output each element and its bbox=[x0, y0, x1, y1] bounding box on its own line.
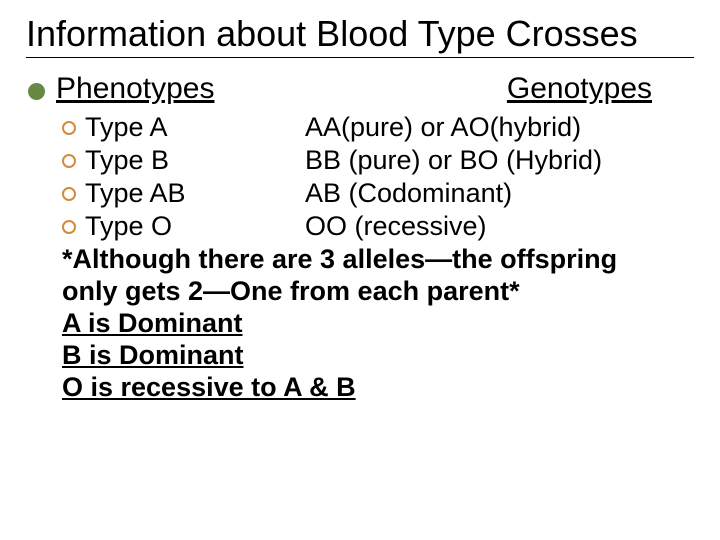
bullet-disc-icon bbox=[28, 83, 45, 100]
phenotype-label: Type B bbox=[85, 145, 305, 176]
genotype-label: OO (recessive) bbox=[305, 211, 487, 242]
recessive-o: O is recessive to A & B bbox=[62, 372, 694, 404]
bullet-ring-icon bbox=[62, 154, 76, 168]
footnote: *Although there are 3 alleles—the offspr… bbox=[62, 244, 694, 403]
list-item: Type A AA(pure) or AO(hybrid) bbox=[62, 112, 694, 143]
bullet-ring-icon bbox=[62, 121, 76, 135]
phenotype-label: Type O bbox=[85, 211, 305, 242]
footnote-line: only gets 2—One from each parent* bbox=[62, 276, 694, 308]
list-item: Type B BB (pure) or BO (Hybrid) bbox=[62, 145, 694, 176]
body-content: Type A AA(pure) or AO(hybrid) Type B BB … bbox=[62, 112, 694, 403]
genotype-label: BB (pure) or BO (Hybrid) bbox=[305, 145, 602, 176]
bullet-ring-icon bbox=[62, 220, 76, 234]
bullet-ring-icon bbox=[62, 187, 76, 201]
phenotype-label: Type AB bbox=[85, 178, 305, 209]
genotypes-header: Genotypes bbox=[507, 72, 652, 106]
phenotype-label: Type A bbox=[85, 112, 305, 143]
dominance-a: A is Dominant bbox=[62, 308, 694, 340]
phenotypes-header: Phenotypes bbox=[56, 72, 214, 106]
column-headers-row: Phenotypes Genotypes bbox=[28, 72, 694, 106]
list-item: Type AB AB (Codominant) bbox=[62, 178, 694, 209]
slide: Information about Blood Type Crosses Phe… bbox=[0, 0, 720, 540]
footnote-line: *Although there are 3 alleles—the offspr… bbox=[62, 244, 694, 276]
slide-title: Information about Blood Type Crosses bbox=[26, 14, 694, 58]
list-item: Type O OO (recessive) bbox=[62, 211, 694, 242]
genotype-label: AB (Codominant) bbox=[305, 178, 512, 209]
genotype-label: AA(pure) or AO(hybrid) bbox=[305, 112, 581, 143]
dominance-b: B is Dominant bbox=[62, 340, 694, 372]
